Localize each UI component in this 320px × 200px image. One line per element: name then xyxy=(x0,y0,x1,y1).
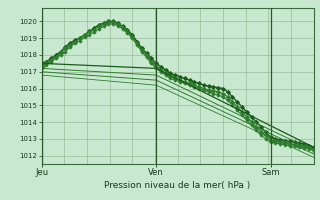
X-axis label: Pression niveau de la mer( hPa ): Pression niveau de la mer( hPa ) xyxy=(104,181,251,190)
